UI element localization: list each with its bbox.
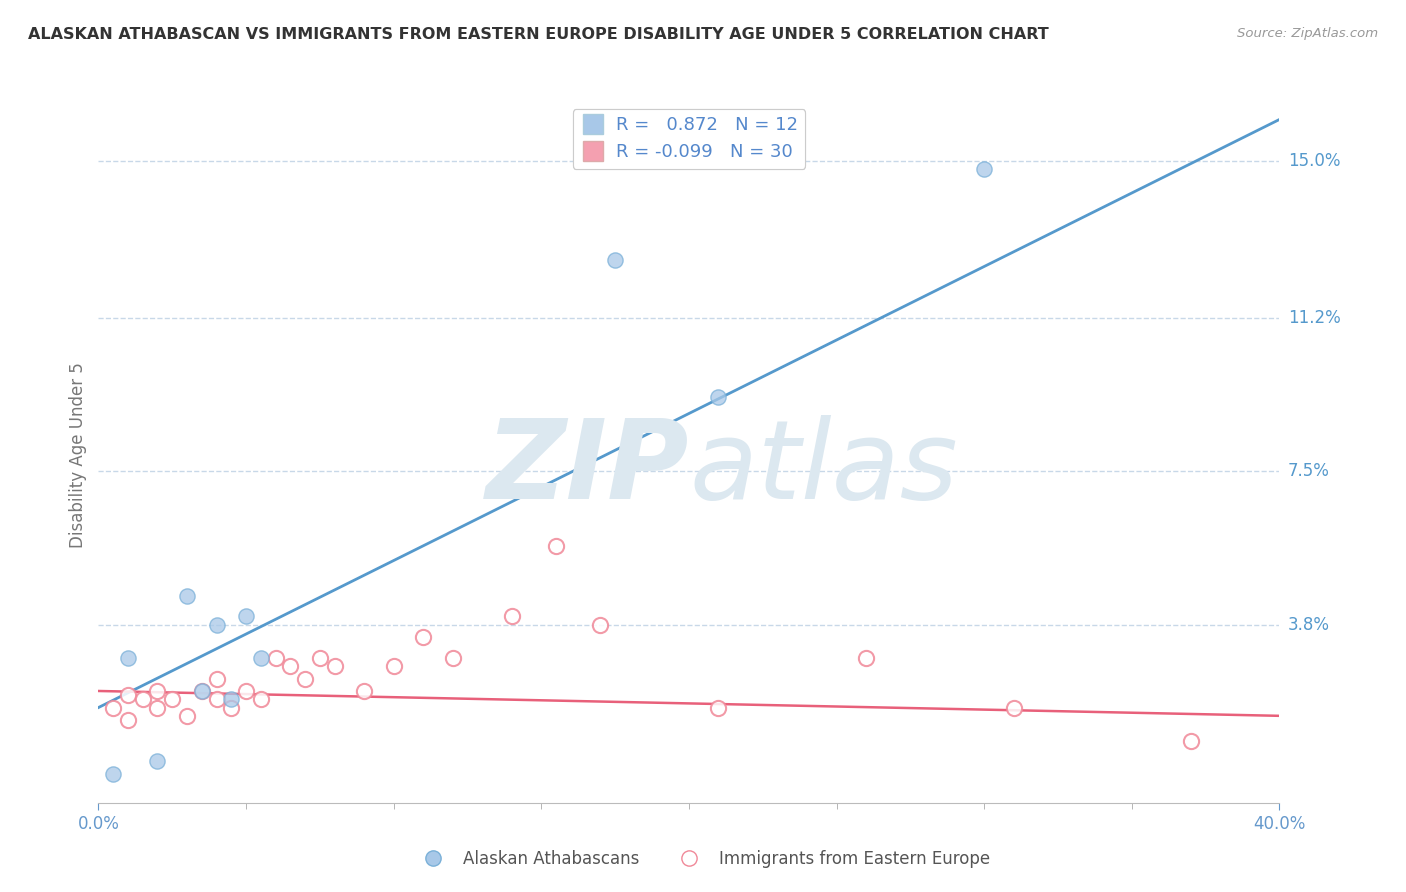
Legend: R =   0.872   N = 12, R = -0.099   N = 30: R = 0.872 N = 12, R = -0.099 N = 30 [572,109,806,169]
Point [278,659,302,673]
Point [501,609,523,624]
Point [1180,733,1202,747]
Text: 15.0%: 15.0% [1288,152,1340,169]
Text: atlas: atlas [689,416,957,523]
Point [146,755,169,769]
Point [707,700,730,714]
Point [235,609,257,624]
Text: 7.5%: 7.5% [1288,462,1330,481]
Point [707,390,730,404]
Point [323,659,346,673]
Y-axis label: Disability Age Under 5: Disability Age Under 5 [69,362,87,548]
Point [250,651,273,665]
Point [205,617,228,632]
Point [1002,700,1025,714]
Point [855,651,877,665]
Point [205,672,228,686]
Point [294,672,316,686]
Point [544,539,567,553]
Text: ZIP: ZIP [485,416,689,523]
Point [382,659,405,673]
Point [146,684,169,698]
Point [117,688,139,702]
Text: 11.2%: 11.2% [1288,310,1340,327]
Text: 3.8%: 3.8% [1288,615,1330,633]
Point [103,766,125,781]
Point [973,162,995,177]
Point [117,651,139,665]
Point [191,684,214,698]
Text: Source: ZipAtlas.com: Source: ZipAtlas.com [1237,27,1378,40]
Point [441,651,464,665]
Point [412,630,434,644]
Point [353,684,375,698]
Legend: Alaskan Athabascans, Immigrants from Eastern Europe: Alaskan Athabascans, Immigrants from Eas… [409,844,997,875]
Point [191,684,214,698]
Point [589,617,612,632]
Point [176,708,198,723]
Point [103,700,125,714]
Text: ALASKAN ATHABASCAN VS IMMIGRANTS FROM EASTERN EUROPE DISABILITY AGE UNDER 5 CORR: ALASKAN ATHABASCAN VS IMMIGRANTS FROM EA… [28,27,1049,42]
Point [146,700,169,714]
Point [219,700,242,714]
Point [250,692,273,706]
Point [235,684,257,698]
Point [205,692,228,706]
Point [605,253,627,268]
Point [309,651,332,665]
Point [162,692,183,706]
Point [219,692,242,706]
Point [117,713,139,727]
Point [176,589,198,603]
Point [264,651,287,665]
Point [132,692,155,706]
